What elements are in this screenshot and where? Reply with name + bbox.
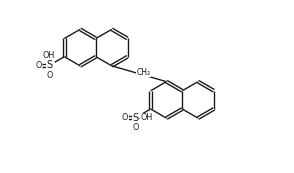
Text: S: S — [133, 112, 139, 122]
Text: O: O — [122, 113, 128, 122]
Text: OH: OH — [140, 113, 152, 122]
Text: OH: OH — [42, 51, 54, 60]
Text: S: S — [46, 60, 53, 70]
Text: O: O — [46, 71, 53, 80]
Text: CH₂: CH₂ — [136, 68, 151, 77]
Text: O: O — [133, 123, 139, 132]
Text: O: O — [36, 61, 42, 70]
